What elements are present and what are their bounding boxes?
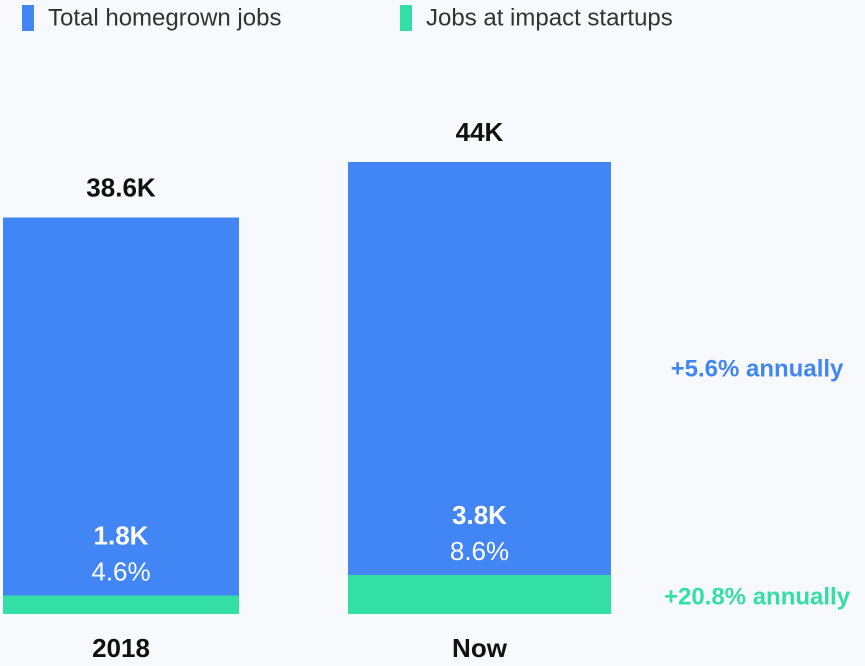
impact-growth-annotation: +20.8% annually: [664, 583, 851, 610]
impact-bar: [348, 574, 611, 614]
legend-swatch: [22, 5, 34, 31]
total-bar: [348, 162, 611, 614]
total-value-label: 44K: [456, 117, 504, 147]
legend-label: Jobs at impact startups: [426, 4, 673, 31]
total-bar: [3, 217, 239, 615]
impact-value-label: 3.8K: [452, 500, 507, 530]
impact-value-label: 1.8K: [94, 520, 149, 550]
total-growth-annotation: +5.6% annually: [671, 355, 844, 382]
category-label: Now: [452, 633, 508, 663]
legend-label: Total homegrown jobs: [48, 4, 281, 31]
total-value-label: 38.6K: [86, 172, 156, 202]
impact-share-label: 4.6%: [91, 556, 150, 586]
impact-bar: [3, 595, 239, 614]
legend-swatch: [400, 5, 412, 31]
impact-share-label: 8.6%: [450, 536, 509, 566]
category-label: 2018: [92, 633, 150, 663]
